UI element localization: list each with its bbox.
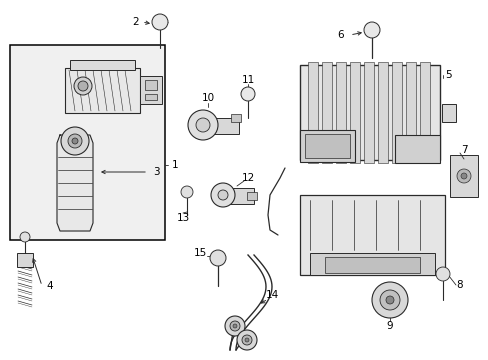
- Bar: [17, 253, 33, 267]
- Circle shape: [241, 87, 254, 101]
- Circle shape: [181, 186, 193, 198]
- Text: 10: 10: [201, 93, 214, 103]
- Bar: [335, 62, 346, 163]
- Bar: [419, 62, 429, 163]
- Bar: [10, 45, 164, 240]
- Circle shape: [61, 127, 89, 155]
- Bar: [391, 62, 401, 163]
- Circle shape: [72, 138, 78, 144]
- Bar: [299, 195, 444, 275]
- Bar: [70, 60, 135, 70]
- Circle shape: [20, 232, 30, 242]
- Bar: [449, 155, 477, 197]
- Bar: [228, 188, 253, 204]
- Circle shape: [68, 134, 82, 148]
- Bar: [325, 257, 419, 273]
- Circle shape: [187, 110, 218, 140]
- Circle shape: [244, 338, 248, 342]
- Bar: [140, 76, 162, 104]
- Bar: [145, 80, 157, 90]
- Bar: [405, 62, 415, 163]
- Bar: [65, 68, 140, 113]
- Circle shape: [152, 14, 168, 30]
- Bar: [299, 65, 439, 160]
- Circle shape: [196, 118, 209, 132]
- Circle shape: [232, 324, 237, 328]
- Bar: [377, 62, 387, 163]
- Circle shape: [209, 250, 225, 266]
- Bar: [145, 94, 157, 100]
- Text: 6: 6: [337, 30, 344, 40]
- Text: 12: 12: [241, 173, 254, 183]
- Circle shape: [229, 321, 240, 331]
- Circle shape: [74, 77, 92, 95]
- Text: 4: 4: [46, 281, 53, 291]
- Bar: [307, 62, 317, 163]
- Text: 13: 13: [176, 213, 189, 223]
- Circle shape: [210, 183, 235, 207]
- Text: 5: 5: [444, 70, 450, 80]
- Text: 8: 8: [456, 280, 462, 290]
- Text: 1: 1: [171, 160, 178, 170]
- Text: 9: 9: [386, 321, 392, 331]
- Text: 2: 2: [132, 17, 139, 27]
- Circle shape: [242, 335, 251, 345]
- Bar: [299, 130, 354, 162]
- Circle shape: [78, 81, 88, 91]
- Bar: [441, 104, 455, 122]
- Text: 7: 7: [460, 145, 467, 155]
- Polygon shape: [57, 135, 93, 231]
- Bar: [309, 253, 434, 275]
- Bar: [230, 114, 241, 122]
- Bar: [363, 62, 373, 163]
- Circle shape: [456, 169, 470, 183]
- Circle shape: [363, 22, 379, 38]
- Bar: [305, 134, 349, 158]
- Bar: [321, 62, 331, 163]
- Circle shape: [224, 316, 244, 336]
- Circle shape: [385, 296, 393, 304]
- Circle shape: [218, 190, 227, 200]
- Bar: [246, 192, 257, 200]
- Text: 15: 15: [193, 248, 206, 258]
- Circle shape: [435, 267, 449, 281]
- Text: 3: 3: [152, 167, 159, 177]
- Text: 14: 14: [265, 290, 278, 300]
- Circle shape: [460, 173, 466, 179]
- Circle shape: [237, 330, 257, 350]
- Text: 11: 11: [241, 75, 254, 85]
- Bar: [210, 118, 239, 134]
- Bar: [349, 62, 359, 163]
- Bar: [394, 135, 439, 163]
- Circle shape: [379, 290, 399, 310]
- Circle shape: [371, 282, 407, 318]
